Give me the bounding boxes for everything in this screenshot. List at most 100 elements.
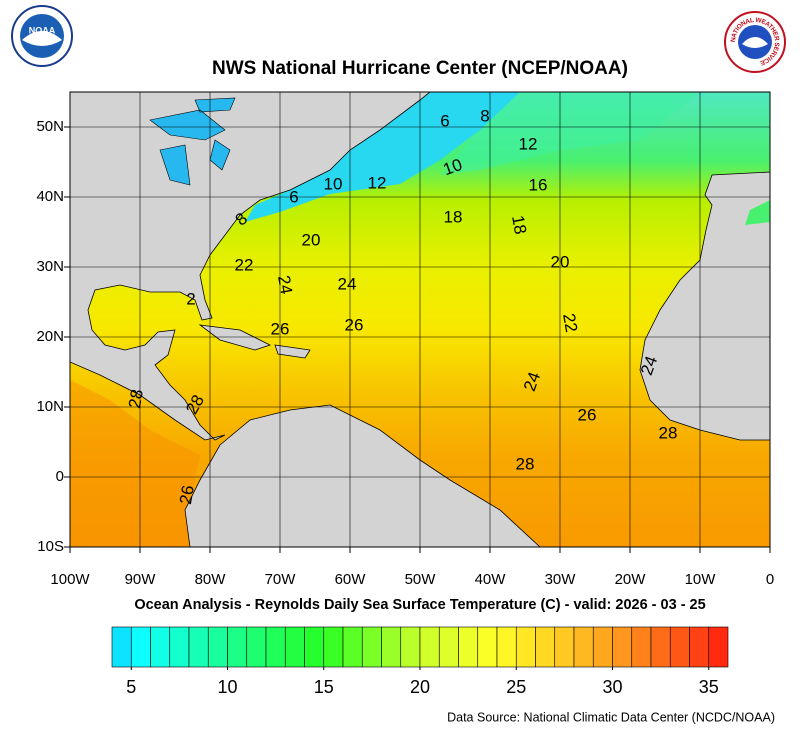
contour-label: 20 (302, 230, 321, 249)
logo-mark (742, 37, 768, 48)
color-bin (612, 626, 633, 668)
source: Data Source: National Climatic Data Cent… (447, 710, 775, 724)
y-tick-label: 10S (37, 538, 64, 555)
color-bin (169, 626, 190, 668)
axes: 100W 90W 80W 70W 60W 50W 40W 30W 20W 10W 0 10S 0 10N 2… (36, 118, 774, 588)
x-tick-label: 90W (125, 571, 157, 588)
nws-logo: NATIONAL WEATHER SERVICE (724, 11, 786, 73)
color-bin (342, 626, 363, 668)
pacific-water (70, 362, 200, 547)
y-tick-label: 10N (36, 398, 64, 415)
contour-label: 26 (176, 484, 198, 506)
y-tick-label: 50N (36, 118, 64, 135)
color-bin (669, 626, 690, 668)
color-bin (515, 626, 536, 668)
color-bin (111, 626, 132, 668)
contour-label: 18 (444, 207, 463, 226)
color-bin (188, 626, 209, 668)
contour-label: 24 (338, 274, 357, 293)
colorbar-tick-label: 30 (602, 677, 622, 697)
color-bin (381, 626, 402, 668)
x-tick-label: 100W (50, 571, 90, 588)
contour-label: 20 (551, 252, 570, 271)
color-bin (535, 626, 556, 668)
colorbar-tick-label: 10 (217, 677, 237, 697)
contour-label: 12 (368, 173, 387, 192)
colorbar-tick-label: 25 (506, 677, 526, 697)
color-bin (207, 626, 228, 668)
colorbar-tick-label: 20 (410, 677, 430, 697)
color-bin (323, 626, 344, 668)
x-tick-label: 80W (195, 571, 227, 588)
colorbar-tick-label: 15 (314, 677, 334, 697)
caribbean-islands (198, 324, 311, 359)
color-bin (265, 626, 286, 668)
contour-label: 26 (345, 315, 364, 334)
contour-label: 6 (440, 111, 449, 130)
contour-label: 6 (289, 187, 298, 206)
x-tick-label: 0 (766, 571, 774, 588)
contour-label: 26 (578, 405, 597, 424)
x-tick-label: 20W (615, 571, 647, 588)
contour-label: 12 (519, 134, 538, 153)
color-bin (150, 626, 171, 668)
color-bin (458, 626, 479, 668)
y-tick-label: 40N (36, 188, 64, 205)
colorbar: 5 10 15 20 25 30 35 (111, 626, 729, 697)
colorbar-tick-label: 5 (126, 677, 136, 697)
contour-label: 10 (324, 174, 343, 193)
title: NWS National Hurricane Center (NCEP/NOAA… (212, 58, 628, 79)
contour-label: 28 (659, 423, 678, 442)
colorbar-tick-label: 35 (699, 677, 719, 697)
color-bin (246, 626, 267, 668)
logo-text: NOAA (29, 25, 56, 35)
y-tick-label: 30N (36, 258, 64, 275)
color-bin (477, 626, 498, 668)
color-bin (650, 626, 671, 668)
contour-label: 26 (271, 319, 290, 338)
color-bin (631, 626, 652, 668)
color-bin (438, 626, 459, 668)
x-tick-label: 50W (405, 571, 437, 588)
contour-label: 16 (529, 175, 548, 194)
contour-label: 22 (235, 255, 254, 274)
x-tick-label: 30W (545, 571, 577, 588)
x-tick-label: 70W (265, 571, 297, 588)
cold-water (245, 92, 520, 222)
y-tick-label: 0 (56, 468, 64, 485)
europe-africa (639, 171, 770, 441)
color-bin (554, 626, 575, 668)
color-bin (304, 626, 325, 668)
contour-label: 2 (186, 289, 195, 308)
color-bin (227, 626, 248, 668)
color-bin (573, 626, 594, 668)
south-america (184, 404, 541, 547)
cool-water (440, 92, 700, 175)
x-tick-label: 40W (475, 571, 507, 588)
color-bin (284, 626, 305, 668)
great-lakes (149, 97, 236, 186)
color-bin (400, 626, 421, 668)
contour-label: 24 (274, 274, 296, 296)
color-bin (496, 626, 517, 668)
graticule (70, 92, 770, 547)
logo-bird (22, 31, 62, 46)
x-tick-label: 10W (685, 571, 717, 588)
color-bin (419, 626, 440, 668)
y-tick-label: 20N (36, 328, 64, 345)
noaa-logo: NOAA (11, 5, 73, 67)
color-bin (361, 626, 382, 668)
north-america (70, 92, 431, 441)
color-bin (689, 626, 710, 668)
color-bin (592, 626, 613, 668)
color-bin (708, 626, 729, 668)
contour-label: 28 (516, 454, 535, 473)
contour-label: 18 (508, 214, 530, 236)
color-bin (130, 626, 151, 668)
subtitle: Ocean Analysis - Reynolds Daily Sea Surf… (134, 597, 705, 613)
contour-label: 8 (480, 106, 489, 125)
contour-label: 22 (559, 312, 581, 334)
contour-label: 28 (125, 388, 147, 410)
